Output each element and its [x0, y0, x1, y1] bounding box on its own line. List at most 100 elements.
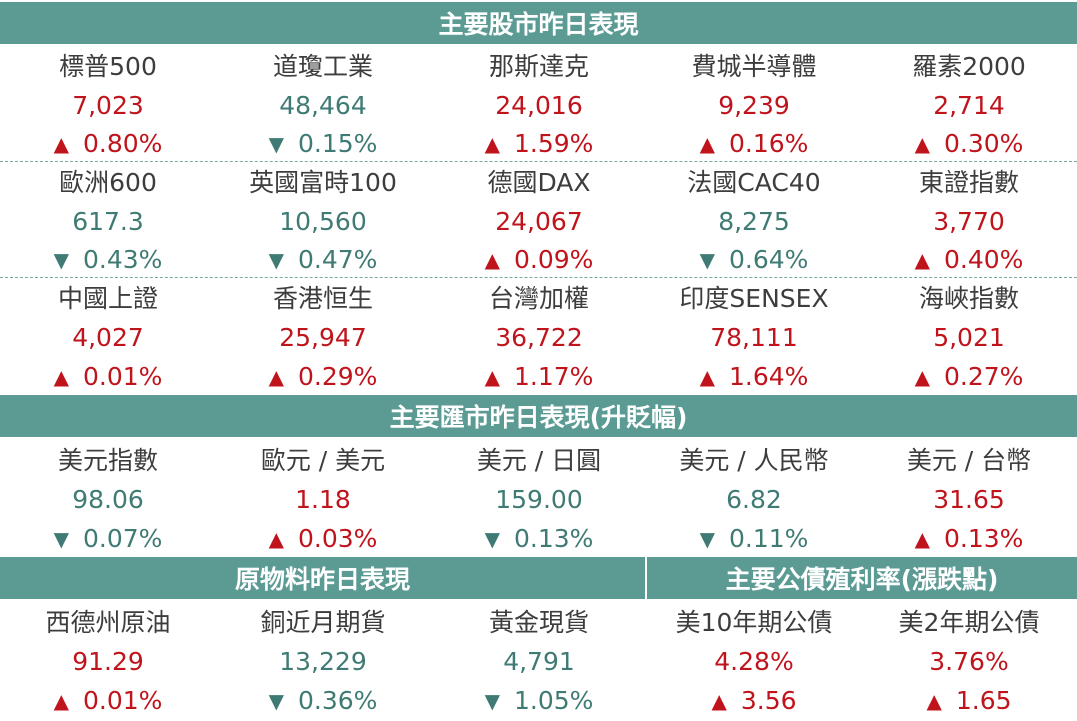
quote-name: 道瓊工業: [272, 52, 373, 81]
quote-change: ▲ 0.03%: [216, 519, 431, 558]
up-triangle-icon: ▲: [699, 365, 715, 389]
up-triangle-icon: ▲: [268, 365, 284, 389]
commodities-section-header: 原物料昨日表現: [0, 557, 645, 599]
quote-change-text: 0.13%: [943, 524, 1024, 553]
up-triangle-icon: ▲: [914, 527, 930, 551]
down-triangle-icon: ▼: [699, 527, 715, 551]
quote-row: ▲ 0.80% ▼ 0.15% ▲ 1.59% ▲ 0.16% ▲ 0.30%: [0, 124, 1077, 163]
quote-change: ▲ 0.01%: [1, 357, 216, 396]
quote-row: 美元指數 歐元 / 美元 美元 / 日圓 美元 / 人民幣 美元 / 台幣: [0, 441, 1077, 480]
quote-change-text: 1.64%: [728, 362, 809, 391]
quote-row: 91.29 13,229 4,791 4.28% 3.76%: [0, 642, 1077, 681]
fx-header-title: 主要匯市昨日表現(升貶幅): [389, 403, 688, 432]
quote-change-text: 1.05%: [513, 686, 594, 715]
quote-change-text: 0.80%: [82, 129, 163, 158]
row-divider: [0, 161, 1077, 162]
quote-change: ▼ 0.47%: [216, 240, 431, 279]
down-triangle-icon: ▼: [53, 248, 69, 272]
quote-name: 歐洲600: [59, 168, 157, 197]
quote-value: 78,111: [710, 323, 798, 352]
quote-change-text: 0.29%: [297, 362, 378, 391]
up-triangle-icon: ▲: [484, 248, 500, 272]
quote-change: ▲ 0.29%: [216, 357, 431, 396]
stocks-header-title: 主要股市昨日表現: [438, 10, 639, 39]
quote-value: 4.28%: [714, 647, 794, 676]
quote-row: 中國上證 香港恒生 台灣加權 印度SENSEX 海峽指數: [0, 279, 1077, 318]
quote-change-text: 1.17%: [513, 362, 594, 391]
down-triangle-icon: ▼: [268, 248, 284, 272]
up-triangle-icon: ▲: [53, 689, 69, 713]
quote-value: 3,770: [933, 207, 1005, 236]
bonds-section-header: 主要公債殖利率(漲跌點): [647, 557, 1077, 599]
commodities-header-title: 原物料昨日表現: [234, 565, 410, 594]
quote-change: ▼ 0.07%: [1, 519, 216, 558]
up-triangle-icon: ▲: [914, 248, 930, 272]
quote-name: 歐元 / 美元: [260, 446, 386, 475]
up-triangle-icon: ▲: [699, 132, 715, 156]
quote-name: 德國DAX: [487, 168, 591, 197]
quote-change: ▲ 1.65: [862, 681, 1077, 720]
quote-row: 4,027 25,947 36,722 78,111 5,021: [0, 318, 1077, 357]
up-triangle-icon: ▲: [484, 365, 500, 389]
quote-row: 標普500 道瓊工業 那斯達克 費城半導體 羅素2000: [0, 47, 1077, 86]
quote-change-text: 0.27%: [943, 362, 1024, 391]
quote-change: ▲ 0.40%: [862, 240, 1077, 279]
down-triangle-icon: ▼: [699, 248, 715, 272]
quote-row: 98.06 1.18 159.00 6.82 31.65: [0, 480, 1077, 519]
quote-value: 36,722: [495, 323, 583, 352]
quote-name: 美10年期公債: [675, 608, 833, 637]
down-triangle-icon: ▼: [484, 689, 500, 713]
up-triangle-icon: ▲: [53, 132, 69, 156]
quote-name: 美元 / 人民幣: [679, 446, 829, 475]
quote-change: ▲ 3.56: [647, 681, 862, 720]
quote-name: 台灣加權: [488, 284, 589, 313]
quote-change: ▼ 0.36%: [216, 681, 431, 720]
quote-value: 7,023: [72, 91, 144, 120]
quote-value: 25,947: [279, 323, 367, 352]
quote-value: 3.76%: [929, 647, 1009, 676]
quote-change: ▲ 1.59%: [432, 124, 647, 163]
quote-name: 印度SENSEX: [679, 284, 829, 313]
quote-value: 24,016: [495, 91, 583, 120]
quote-change: ▲ 0.01%: [1, 681, 216, 720]
quote-name: 費城半導體: [691, 52, 817, 81]
quote-row: ▲ 0.01% ▲ 0.29% ▲ 1.17% ▲ 1.64% ▲ 0.27%: [0, 357, 1077, 396]
quote-name: 香港恒生: [272, 284, 373, 313]
quote-value: 31.65: [933, 485, 1005, 514]
quote-change: ▼ 0.43%: [1, 240, 216, 279]
down-triangle-icon: ▼: [484, 527, 500, 551]
up-triangle-icon: ▲: [914, 365, 930, 389]
quote-name: 銅近月期貨: [260, 608, 386, 637]
quote-row: 西德州原油 銅近月期貨 黃金現貨 美10年期公債 美2年期公債: [0, 603, 1077, 642]
quote-change-text: 0.47%: [297, 245, 378, 274]
down-triangle-icon: ▼: [53, 527, 69, 551]
quote-change-text: 0.01%: [82, 362, 163, 391]
quote-value: 9,239: [718, 91, 790, 120]
quote-value: 6.82: [726, 485, 782, 514]
up-triangle-icon: ▲: [926, 689, 942, 713]
quote-change: ▼ 0.11%: [647, 519, 862, 558]
quote-name: 美2年期公債: [898, 608, 1040, 637]
quote-name: 西德州原油: [45, 608, 171, 637]
quote-change-text: 0.03%: [297, 524, 378, 553]
down-triangle-icon: ▼: [268, 689, 284, 713]
quote-change-text: 0.64%: [728, 245, 809, 274]
fx-section-header: 主要匯市昨日表現(升貶幅): [0, 395, 1077, 437]
quote-change-text: 0.30%: [943, 129, 1024, 158]
quote-change-text: 0.15%: [297, 129, 378, 158]
quote-change: ▼ 0.15%: [216, 124, 431, 163]
quote-row: ▼ 0.07% ▲ 0.03% ▼ 0.13% ▼ 0.11% ▲ 0.13%: [0, 519, 1077, 558]
quote-value: 159.00: [495, 485, 583, 514]
quote-value: 4,027: [72, 323, 144, 352]
quote-change: ▼ 0.13%: [432, 519, 647, 558]
row-divider: [0, 277, 1077, 278]
quote-change-text: 0.16%: [728, 129, 809, 158]
quote-name: 標普500: [59, 52, 157, 81]
quote-name: 羅素2000: [912, 52, 1026, 81]
quote-change: ▲ 0.80%: [1, 124, 216, 163]
stocks-section-header: 主要股市昨日表現: [0, 2, 1077, 44]
quote-change-text: 0.07%: [82, 524, 163, 553]
quote-name: 那斯達克: [488, 52, 589, 81]
quote-name: 東證指數: [918, 168, 1019, 197]
quote-change-text: 0.11%: [728, 524, 809, 553]
